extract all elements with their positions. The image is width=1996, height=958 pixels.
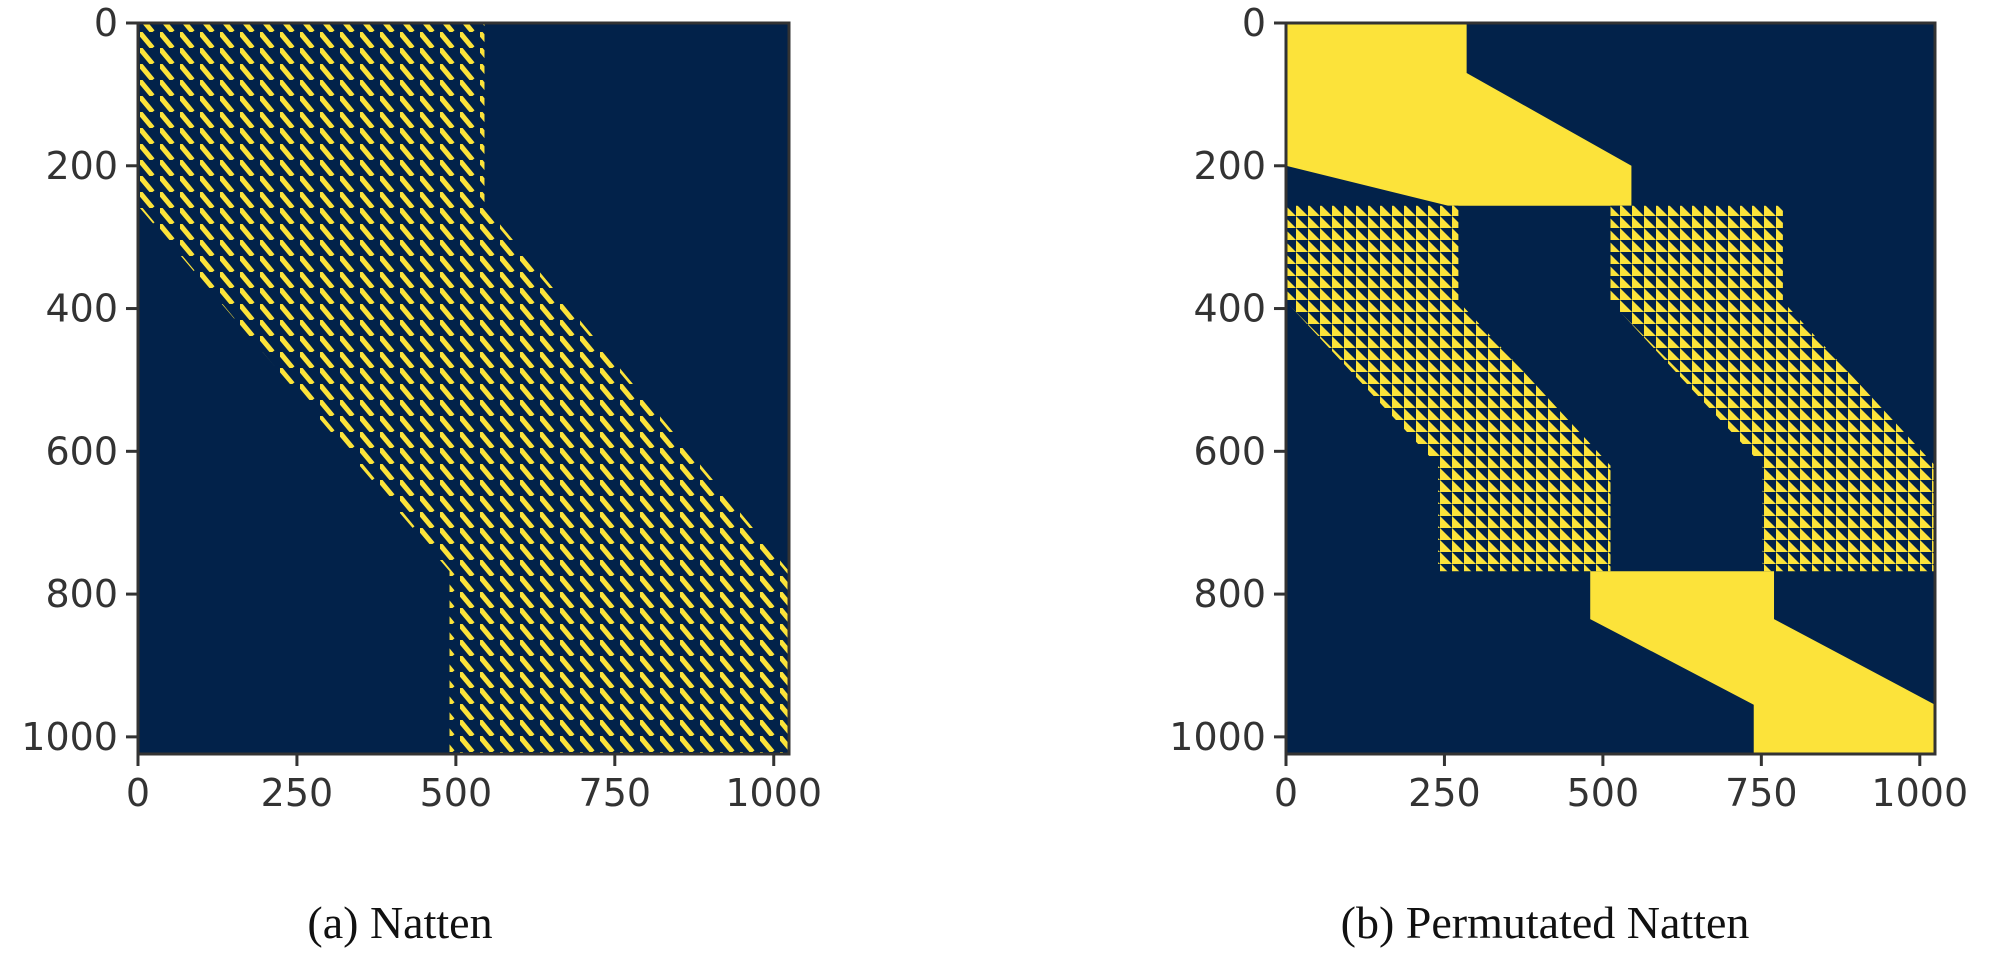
y-axis: 0 200 400 600 800 1000: [1169, 1, 1286, 759]
y-tick-label: 0: [1242, 1, 1266, 45]
y-tick-label: 400: [1193, 287, 1266, 331]
x-tick-label: 0: [1274, 771, 1298, 815]
y-tick-label: 600: [1193, 429, 1266, 473]
y-tick-label: 1000: [1169, 715, 1266, 759]
x-tick-label: 250: [261, 771, 334, 815]
y-tick-label: 800: [1193, 572, 1266, 616]
heatmap-cells: [138, 23, 789, 754]
attention-block-2: [1286, 205, 1611, 572]
heatmap-panel-natten: 0 250 500 750 1000 0 200 400 600 800 1000 (a) Nat…: [21, 1, 822, 948]
x-tick-label: 250: [1408, 771, 1481, 815]
attention-block-3: [1610, 205, 1935, 572]
x-tick-label: 1000: [1871, 771, 1968, 815]
caption-natten: (a) Natten: [307, 897, 492, 948]
y-tick-label: 400: [45, 287, 118, 331]
y-tick-label: 1000: [21, 715, 118, 759]
attention-block-4: [1590, 571, 1935, 754]
x-tick-label: 0: [126, 771, 150, 815]
y-tick-label: 200: [45, 144, 118, 188]
y-tick-label: 0: [94, 1, 118, 45]
x-tick-label: 500: [1567, 771, 1640, 815]
caption-permutated-natten: (b) Permutated Natten: [1341, 897, 1750, 948]
plot-frame: [1284, 21, 1937, 756]
heatmap-panel-permutated-natten: 0 250 500 750 1000 0 200 400 600 800 1000 (b) Per…: [1169, 1, 1968, 948]
x-axis: 0 250 500 750 1000: [126, 754, 822, 815]
plot-frame: [136, 21, 791, 756]
x-tick-label: 500: [420, 771, 493, 815]
y-tick-label: 600: [45, 429, 118, 473]
attention-block-1: [1286, 23, 1632, 206]
x-axis: 0 250 500 750 1000: [1274, 754, 1968, 815]
y-tick-label: 800: [45, 572, 118, 616]
y-tick-label: 200: [1193, 144, 1266, 188]
heatmap-cells: [1286, 23, 1935, 754]
attention-band: [138, 23, 789, 754]
x-tick-label: 1000: [725, 771, 822, 815]
x-tick-label: 750: [1725, 771, 1798, 815]
y-axis: 0 200 400 600 800 1000: [21, 1, 138, 759]
x-tick-label: 750: [579, 771, 652, 815]
